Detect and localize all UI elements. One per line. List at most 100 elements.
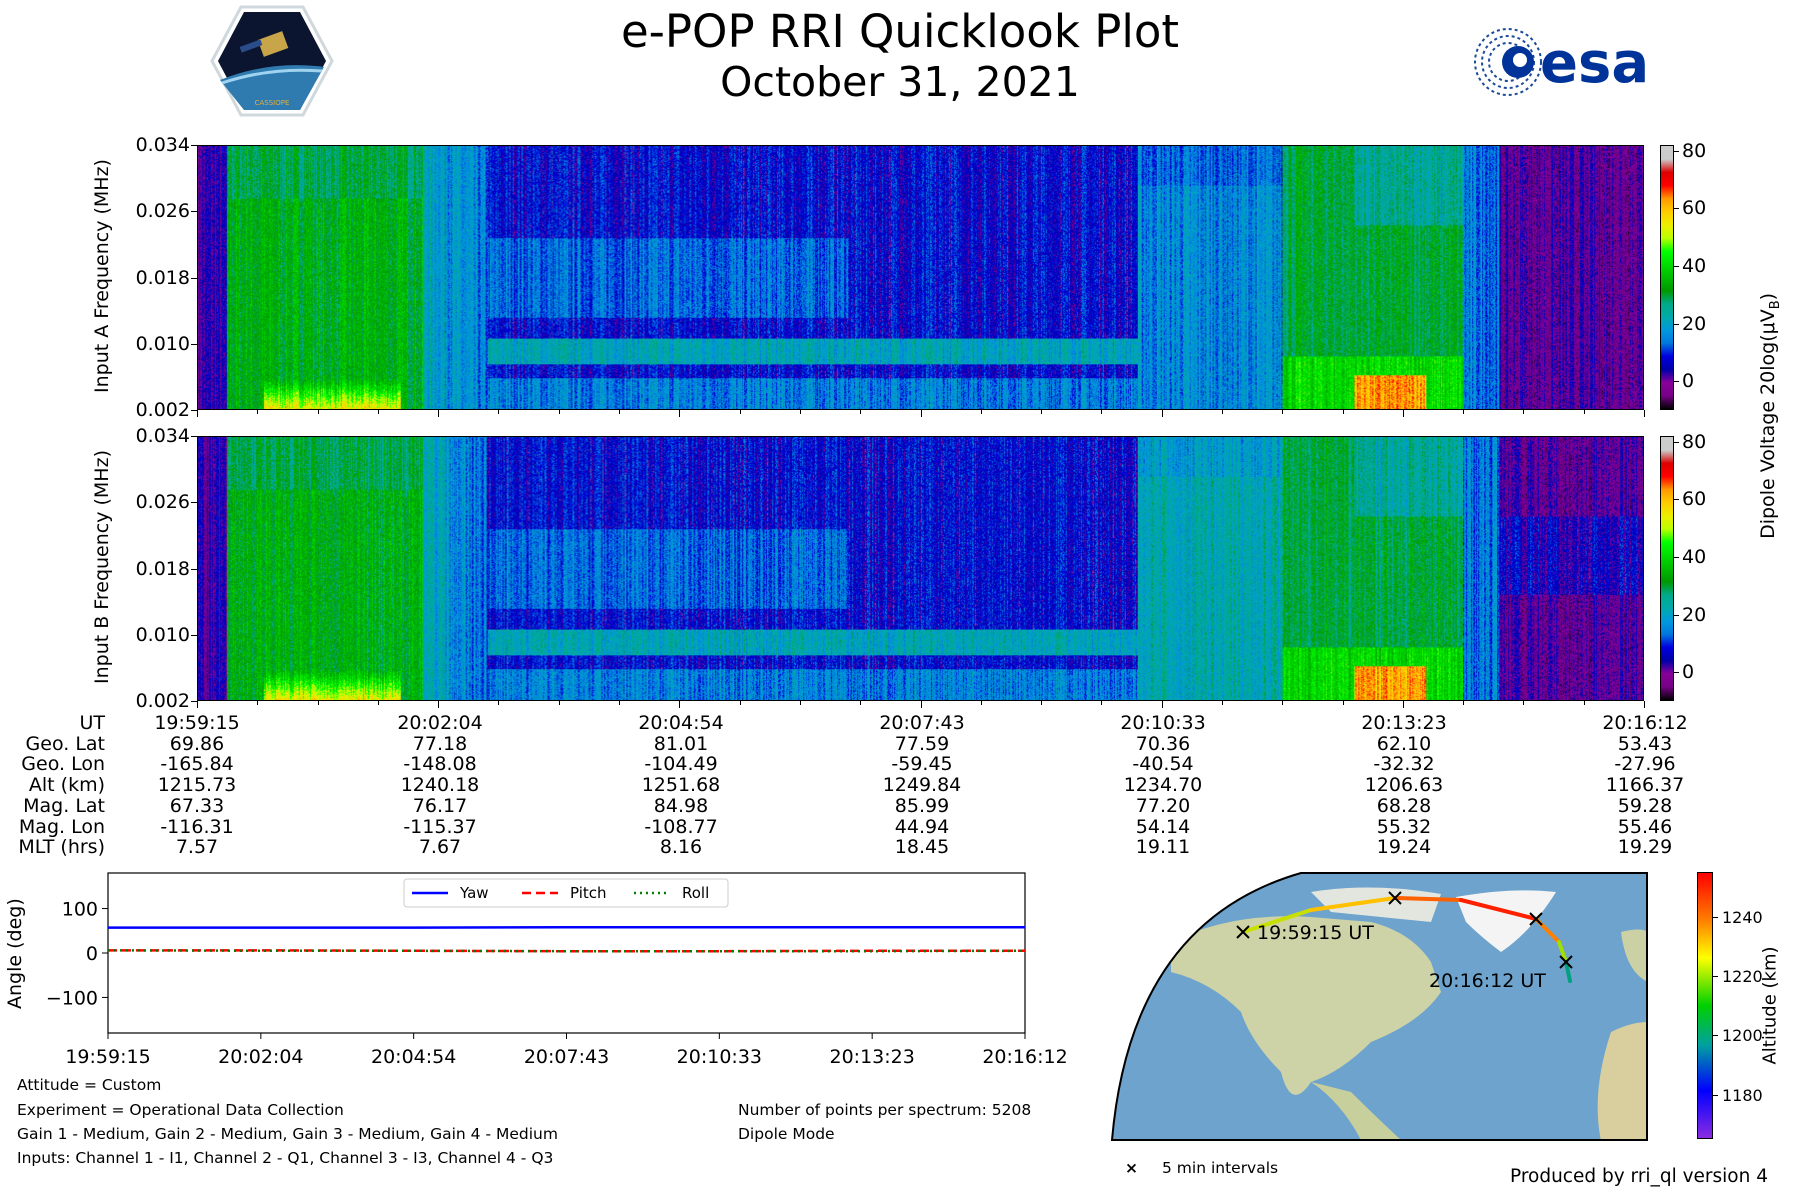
altitude-tick-mark <box>1713 916 1718 918</box>
table-cell: -104.49 <box>644 753 718 776</box>
info-inputs: Inputs: Channel 1 - I1, Channel 2 - Q1, … <box>17 1149 554 1167</box>
table-row-label: MLT (hrs) <box>18 836 105 859</box>
land-central-america <box>1311 1082 1401 1140</box>
colorbar-tick-mark <box>1674 265 1679 267</box>
land-africa <box>1597 1022 1647 1140</box>
table-cell: -32.32 <box>1373 753 1435 776</box>
spectrogram-ytick: 0.026 <box>135 491 190 514</box>
table-cell: -27.96 <box>1614 753 1676 776</box>
table-cell: 19.24 <box>1376 836 1432 859</box>
altitude-tick: 1220 <box>1722 966 1763 986</box>
colorbar-tick: 20 <box>1682 603 1707 626</box>
spectrogram-a-ylabel: Input A Frequency (MHz) <box>91 159 113 393</box>
xtick-mark <box>860 701 862 705</box>
info-experiment: Experiment = Operational Data Collection <box>17 1101 344 1119</box>
table-cell: 62.10 <box>1376 732 1432 755</box>
spectrogram-ytick: 0.018 <box>135 266 190 289</box>
xtick-mark <box>317 410 319 414</box>
altitude-tick-mark <box>1713 1094 1718 1096</box>
xtick-mark <box>1041 701 1043 705</box>
orbit-segment <box>1564 960 1572 983</box>
table-cell: 77.20 <box>1135 794 1191 817</box>
xtick-mark <box>1402 701 1404 708</box>
table-cell: 1166.37 <box>1605 774 1685 797</box>
altitude-colorbar <box>1697 872 1713 1139</box>
altitude-tick: 1200 <box>1722 1026 1763 1046</box>
colorbar-tick-mark <box>1674 323 1679 325</box>
legend-label-pitch: Pitch <box>570 884 607 902</box>
orbit-segment <box>1459 898 1538 921</box>
ytick-mark <box>191 634 197 636</box>
altitude-tick: 1240 <box>1722 907 1763 927</box>
xtick-mark <box>1041 410 1043 414</box>
xtick-mark <box>558 701 560 705</box>
land-arctic-islands <box>1311 887 1441 922</box>
xtick-mark <box>1161 410 1163 417</box>
colorbar-tick: 40 <box>1682 545 1707 568</box>
xtick-mark <box>1463 701 1465 705</box>
ytick-mark <box>191 701 197 702</box>
spectrogram-b-ylabel: Input B Frequency (MHz) <box>91 450 113 684</box>
table-cell: 18.45 <box>894 836 950 859</box>
table-row-label: Mag. Lat <box>23 794 105 817</box>
table-cell: 70.36 <box>1135 732 1191 755</box>
orbit-start-label: 19:59:15 UT <box>1257 922 1374 944</box>
attitude-xtick: 20:04:54 <box>371 1046 456 1068</box>
table-cell: 53.43 <box>1617 732 1673 755</box>
colorbar-tick: 60 <box>1682 488 1707 511</box>
table-cell: -148.08 <box>403 753 477 776</box>
xtick-mark <box>1342 701 1344 705</box>
colorbar-tick-mark <box>1674 441 1679 443</box>
table-cell: 8.16 <box>659 836 703 859</box>
xtick-mark <box>1161 701 1163 708</box>
attitude-plot: 100 0 −100 19:59:15 20:02:04 20:04:54 20:07:43… <box>46 872 1068 1068</box>
ytick-mark <box>191 145 197 146</box>
colorbar-tick-mark <box>1674 499 1679 501</box>
xtick-mark <box>739 410 741 414</box>
xtick-mark <box>257 410 259 414</box>
xtick-mark <box>438 701 440 708</box>
interval-legend-label: 5 min intervals <box>1162 1159 1279 1177</box>
colorbar-tick: 20 <box>1682 312 1707 335</box>
cassiope-logo: CASSIOPE <box>210 5 334 117</box>
table-cell: 1234.70 <box>1123 774 1203 797</box>
xtick-mark <box>1101 410 1103 414</box>
colorbar-tick: 80 <box>1682 139 1707 162</box>
xtick-mark <box>920 701 922 708</box>
spectrogram-ytick: 0.034 <box>135 425 190 447</box>
table-cell: 19.11 <box>1135 836 1191 859</box>
xtick-mark <box>197 701 198 708</box>
xtick-mark <box>558 410 560 414</box>
table-cell: 69.86 <box>169 732 225 755</box>
orbit-segment <box>1241 908 1313 934</box>
ytick-mark <box>191 502 197 504</box>
table-cell: -59.45 <box>891 753 953 776</box>
spectrogram-ytick: 0.002 <box>135 399 190 421</box>
attitude-ytick: −100 <box>46 987 98 1009</box>
plot-date: October 31, 2021 <box>720 58 1080 106</box>
attitude-ytick: 100 <box>62 899 98 921</box>
table-cell: 20:07:43 <box>879 712 965 734</box>
xtick-mark <box>498 701 500 705</box>
info-attitude: Attitude = Custom <box>17 1076 162 1094</box>
colorbar-tick: 0 <box>1682 661 1695 684</box>
interval-markers <box>1236 891 1573 969</box>
spectrogram-ytick: 0.034 <box>135 134 190 156</box>
xtick-mark <box>1644 701 1645 708</box>
table-cell: -115.37 <box>403 815 477 838</box>
xtick-mark <box>1282 701 1284 705</box>
voltage-colorbar-a <box>1660 145 1674 410</box>
colorbar-tick: 80 <box>1682 430 1707 453</box>
xtick-mark <box>377 410 379 414</box>
xtick-mark <box>679 701 681 708</box>
xtick-mark <box>799 410 801 414</box>
ytick-mark <box>191 568 197 570</box>
xtick-mark <box>1342 410 1344 414</box>
xtick-mark <box>1523 701 1525 705</box>
info-points: Number of points per spectrum: 5208 <box>738 1101 1032 1119</box>
xtick-mark <box>920 410 922 417</box>
land-north-america <box>1171 916 1441 1095</box>
attitude-ylabel: Angle (deg) <box>4 898 26 1009</box>
table-cell: 20:02:04 <box>397 712 483 734</box>
xtick-mark <box>1402 410 1404 417</box>
